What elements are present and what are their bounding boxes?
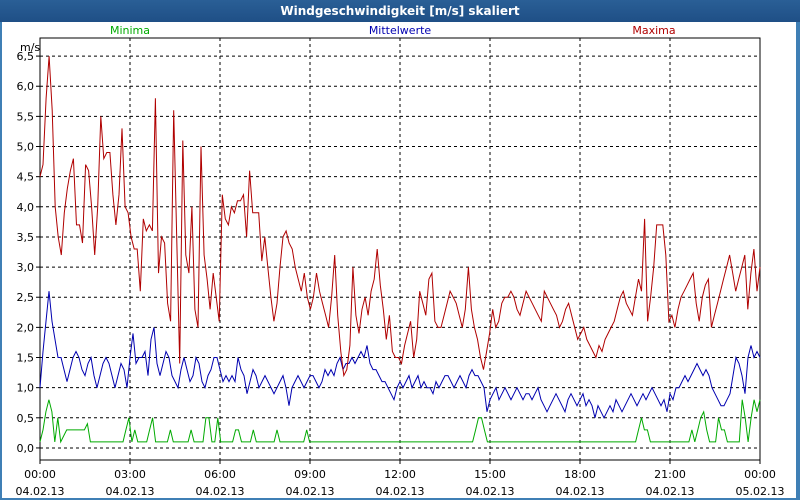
x-tick-date-label: 04.02.13 (106, 485, 155, 498)
window-title: Windgeschwindigkeit [m/s] skaliert (0, 0, 800, 22)
y-tick-label: 4,0 (17, 201, 35, 214)
x-tick-date-label: 04.02.13 (466, 485, 515, 498)
axes: 0,0 0,5 1,0 1,5 2,0 2,5 3,0 3,5 4,0 4,5 5,0 5,5 6,0 6… (16, 41, 785, 498)
series-line-minima (39, 399, 761, 444)
wind-speed-chart: 0,0 0,5 1,0 1,5 2,0 2,5 3,0 3,5 4,0 4,5 5,0 5,5 6,0 6… (16, 24, 785, 498)
legend: Minima Mittelwerte Maxima (110, 24, 676, 37)
legend-entry-mittelwerte: Mittelwerte (369, 24, 432, 37)
x-tick-time-label: 00:00 (744, 468, 776, 481)
x-tick-time-label: 03:00 (114, 468, 146, 481)
y-tick-label: 2,5 (17, 291, 35, 304)
y-tick-label: 2,0 (17, 321, 35, 334)
x-tick-date-label: 04.02.13 (646, 485, 695, 498)
x-tick-date-label: 04.02.13 (376, 485, 425, 498)
y-tick-label: 0,5 (17, 412, 35, 425)
y-tick-label: 3,0 (17, 261, 35, 274)
grid (39, 37, 761, 461)
x-tick-time-label: 21:00 (654, 468, 686, 481)
x-tick-time-label: 09:00 (294, 468, 326, 481)
chart-panel: 0,0 0,5 1,0 1,5 2,0 2,5 3,0 3,5 4,0 4,5 5,0 5,5 6,0 6… (2, 22, 796, 498)
x-tick-time-label: 00:00 (24, 468, 56, 481)
x-tick-date-label: 04.02.13 (286, 485, 335, 498)
y-axis-label: m/s (20, 41, 40, 54)
x-tick-date-label: 04.02.13 (16, 485, 65, 498)
series-line-mittelwerte (39, 291, 761, 419)
x-tick-time-label: 12:00 (384, 468, 416, 481)
series-line-maxima (39, 56, 761, 378)
legend-entry-maxima: Maxima (632, 24, 675, 37)
y-tick-label: 0,0 (17, 442, 35, 455)
x-tick-time-label: 18:00 (564, 468, 596, 481)
x-tick-date-label: 05.02.13 (736, 485, 785, 498)
x-tick-date-label: 04.02.13 (196, 485, 245, 498)
y-tick-label: 5,5 (17, 110, 35, 123)
legend-entry-minima: Minima (110, 24, 150, 37)
y-tick-label: 1,0 (17, 382, 35, 395)
y-tick-label: 5,0 (17, 141, 35, 154)
x-tick-date-label: 04.02.13 (556, 485, 605, 498)
series (39, 56, 761, 444)
x-tick-time-label: 06:00 (204, 468, 236, 481)
y-tick-label: 6,5 (17, 50, 35, 63)
y-tick-label: 1,5 (17, 352, 35, 365)
y-tick-label: 3,5 (17, 231, 35, 244)
y-tick-label: 4,5 (17, 171, 35, 184)
x-tick-time-label: 15:00 (474, 468, 506, 481)
y-tick-label: 6,0 (17, 80, 35, 93)
